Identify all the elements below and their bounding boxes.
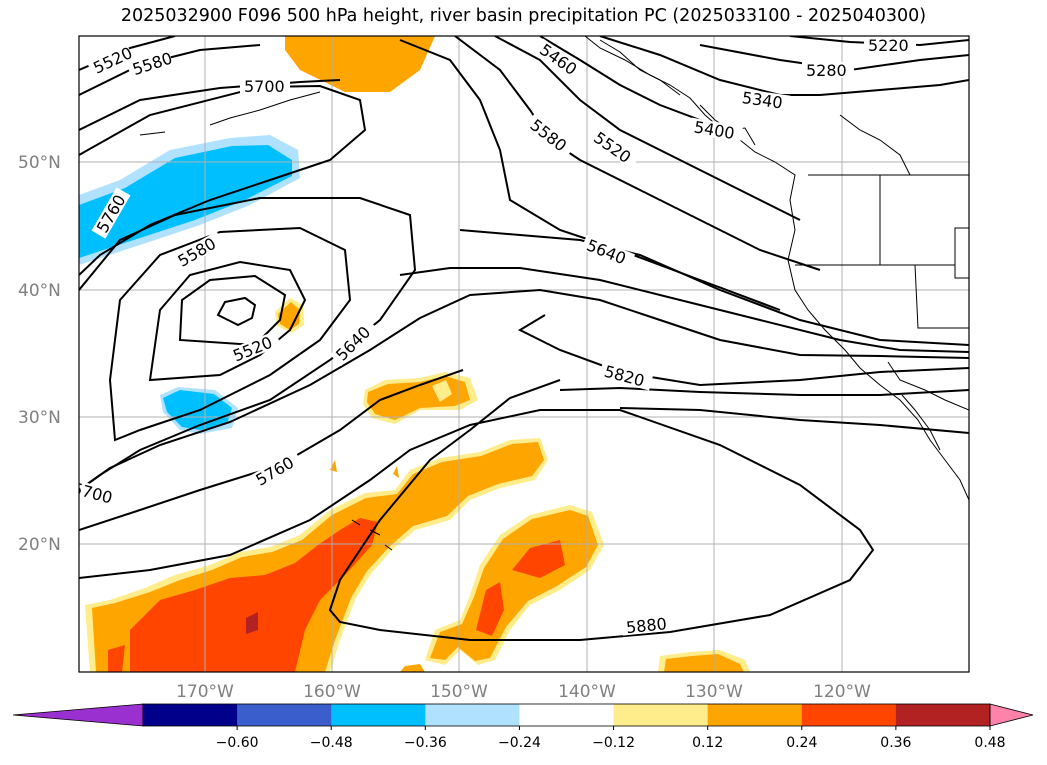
colorbar-tick-label: 0.48 (974, 735, 1005, 751)
lat-label: 20°N (18, 535, 61, 555)
map-title: 2025032900 F096 500 hPa height, river ba… (120, 6, 927, 26)
colorbar-tick-label: −0.60 (216, 735, 259, 751)
colorbar-bin (425, 704, 520, 726)
graticule (79, 36, 969, 672)
colorbar-tick-label: 0.12 (692, 735, 723, 751)
colorbar-bin (237, 704, 332, 726)
longitude-labels: 170°W 160°W 150°W 140°W 130°W 120°W (176, 682, 871, 702)
lon-label: 150°W (430, 682, 488, 702)
contour-label: 5880 (625, 614, 667, 637)
lon-label: 170°W (176, 682, 234, 702)
lon-label: 140°W (558, 682, 616, 702)
lat-label: 30°N (18, 408, 61, 428)
map-frame (78, 35, 970, 673)
lat-label: 50°N (18, 153, 61, 173)
colorbar-bin (707, 704, 803, 726)
colorbar-tick-label: 0.36 (880, 735, 911, 751)
contour-label: 5220 (868, 36, 909, 55)
lon-label: 160°W (303, 682, 361, 702)
colorbar-extend-low (12, 703, 144, 727)
colorbar-bin (143, 704, 238, 726)
lat-label: 40°N (18, 281, 61, 301)
contour-label: 5700 (244, 77, 285, 96)
colorbar-tick-label: −0.48 (310, 735, 353, 751)
colorbar: −0.60 −0.48 −0.36 −0.24 −0.12 0.12 0.24 0.36 0.4… (12, 703, 1034, 751)
colorbar-bin (895, 704, 991, 726)
lon-label: 120°W (813, 682, 871, 702)
colorbar-tick-label: −0.12 (592, 735, 635, 751)
coastlines (139, 36, 969, 551)
colorbar-bin (801, 704, 897, 726)
colorbar-outline (142, 703, 991, 727)
colorbar-tick-label: 0.24 (786, 735, 817, 751)
colorbar-bin (519, 704, 615, 726)
latitude-labels: 50°N 40°N 30°N 20°N (18, 153, 61, 555)
colorbar-tick-label: −0.24 (498, 735, 541, 751)
colorbar-bin (613, 704, 709, 726)
contour-label: 5280 (806, 61, 847, 80)
colorbar-tick-label: −0.36 (404, 735, 447, 751)
lon-label: 130°W (685, 682, 743, 702)
colorbar-extend-high (989, 703, 1034, 727)
colorbar-bin (331, 704, 426, 726)
